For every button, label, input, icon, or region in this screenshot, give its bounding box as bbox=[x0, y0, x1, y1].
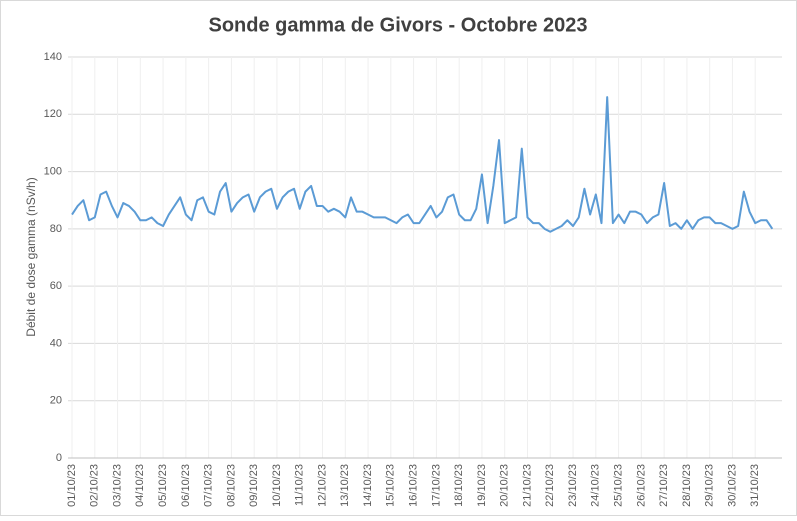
chart-title: Sonde gamma de Givors - Octobre 2023 bbox=[208, 14, 587, 36]
y-tick-label: 40 bbox=[50, 337, 62, 349]
x-tick-label: 23/10/23 bbox=[567, 464, 579, 507]
x-tick-label: 03/10/23 bbox=[111, 464, 123, 507]
y-tick-label: 80 bbox=[50, 223, 62, 235]
x-tick-label: 22/10/23 bbox=[544, 464, 556, 507]
x-tick-label: 11/10/23 bbox=[294, 464, 306, 506]
x-tick-label: 21/10/23 bbox=[521, 464, 533, 507]
x-tick-label: 27/10/23 bbox=[658, 464, 670, 507]
x-tick-label: 30/10/23 bbox=[726, 464, 738, 507]
x-tick-label: 05/10/23 bbox=[157, 464, 169, 507]
x-tick-label: 29/10/23 bbox=[704, 464, 716, 507]
x-tick-label: 20/10/23 bbox=[499, 464, 511, 507]
y-tick-label: 120 bbox=[44, 108, 62, 120]
x-tick-label: 26/10/23 bbox=[635, 464, 647, 507]
y-axis-label: Débit de dose gamma (nSv/h) bbox=[24, 177, 38, 336]
x-tick-label: 12/10/23 bbox=[316, 464, 328, 507]
x-tick-label: 09/10/23 bbox=[248, 464, 260, 507]
x-tick-label: 31/10/23 bbox=[749, 464, 761, 507]
y-tick-label: 140 bbox=[44, 51, 62, 63]
x-tick-label: 06/10/23 bbox=[180, 464, 192, 507]
x-tick-label: 08/10/23 bbox=[225, 464, 237, 507]
x-tick-label: 17/10/23 bbox=[430, 464, 442, 507]
data-line bbox=[71, 96, 774, 233]
x-tick-label: 04/10/23 bbox=[134, 464, 146, 507]
x-tick-label: 25/10/23 bbox=[612, 464, 624, 507]
x-tick-label: 02/10/23 bbox=[89, 464, 101, 507]
x-tick-label: 28/10/23 bbox=[681, 464, 693, 507]
y-tick-label: 60 bbox=[50, 280, 62, 292]
y-tick-label: 100 bbox=[44, 165, 62, 177]
x-tick-label: 13/10/23 bbox=[339, 464, 351, 507]
x-tick-label: 14/10/23 bbox=[362, 464, 374, 507]
x-tick-label: 18/10/23 bbox=[453, 464, 465, 507]
x-tick-label: 01/10/23 bbox=[66, 464, 78, 507]
x-tick-label: 15/10/23 bbox=[385, 464, 397, 507]
x-tick-label: 07/10/23 bbox=[203, 464, 215, 507]
y-tick-label: 0 bbox=[56, 452, 62, 464]
x-tick-label: 10/10/23 bbox=[271, 464, 283, 507]
y-tick-label: 20 bbox=[50, 395, 62, 407]
x-tick-label: 24/10/23 bbox=[590, 464, 602, 507]
x-tick-label: 19/10/23 bbox=[476, 464, 488, 507]
x-tick-label: 16/10/23 bbox=[408, 464, 420, 507]
